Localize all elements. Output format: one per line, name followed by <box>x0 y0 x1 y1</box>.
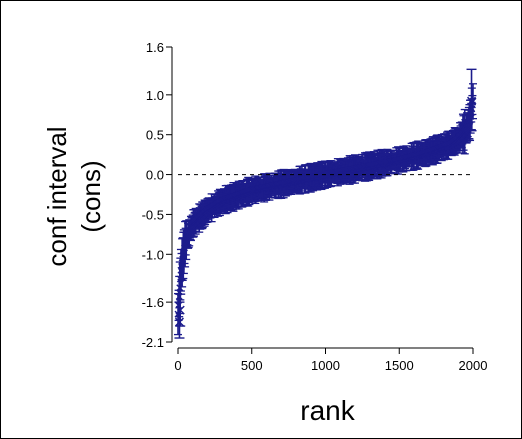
x-axis-title: rank <box>300 395 355 426</box>
y-tick-label: 1.6 <box>146 40 164 55</box>
data-point-marker-extreme <box>466 96 477 106</box>
data-point-marker <box>176 284 184 292</box>
y-axis-title-line2: (cons) <box>76 160 106 232</box>
x-tick-label: 1500 <box>385 358 414 373</box>
y-tick-label: 0.5 <box>146 128 164 143</box>
data-point-marker <box>174 310 182 318</box>
data-point-marker <box>175 293 183 301</box>
data-point-marker-extreme <box>174 317 185 327</box>
x-tick-label: 0 <box>174 358 181 373</box>
data-point-marker-extreme <box>175 305 185 315</box>
x-tick-label: 500 <box>241 358 263 373</box>
y-tick-label: -0.5 <box>142 207 164 222</box>
y-tick-label: -2.1 <box>142 335 164 350</box>
data-points <box>174 96 477 327</box>
y-tick-label: -1.6 <box>142 295 164 310</box>
data-point-marker <box>176 275 184 283</box>
y-tick-label: -1.0 <box>142 247 164 262</box>
y-tick-label: 1.0 <box>146 88 164 103</box>
y-axis-title-line1: conf interval <box>42 126 72 266</box>
x-axis-ticks: 0 500 1000 1500 2000 <box>174 348 487 373</box>
data-point-marker <box>469 97 477 105</box>
x-tick-label: 2000 <box>459 358 488 373</box>
x-tick-label: 1000 <box>311 358 340 373</box>
y-axis-ticks: 1.6 1.0 0.5 0.0 -0.5 -1.0 -1.6 -2.1 <box>142 40 172 350</box>
y-tick-label: 0.0 <box>146 168 164 183</box>
